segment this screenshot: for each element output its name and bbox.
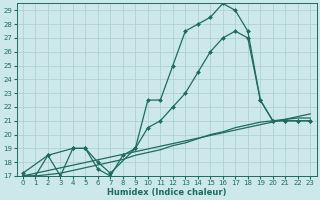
X-axis label: Humidex (Indice chaleur): Humidex (Indice chaleur) <box>107 188 226 197</box>
